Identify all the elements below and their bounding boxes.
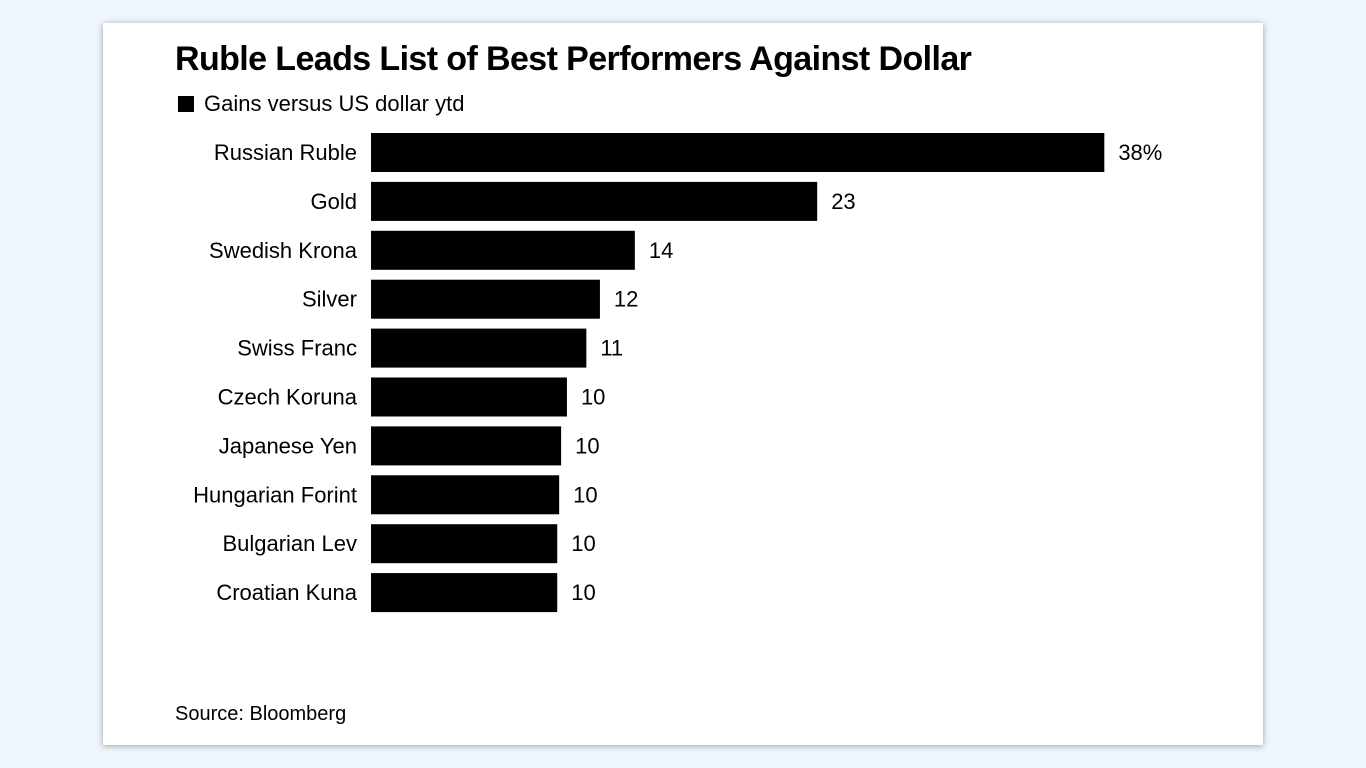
chart-title: Ruble Leads List of Best Performers Agai… [175, 40, 972, 78]
bar [371, 475, 560, 515]
bar [371, 279, 600, 319]
value-label: 38% [1118, 140, 1162, 165]
bar [371, 230, 635, 270]
bar [371, 377, 567, 417]
category-label: Swiss Franc [237, 336, 357, 361]
value-label: 11 [600, 336, 623, 361]
source-note: Source: Bloomberg [175, 703, 347, 725]
bar [371, 426, 562, 466]
category-label: Gold [311, 189, 357, 214]
category-label: Hungarian Forint [193, 482, 357, 507]
value-label: 12 [614, 287, 638, 312]
value-label: 10 [571, 531, 595, 556]
bar [371, 524, 558, 564]
legend: Gains versus US dollar ytd [178, 91, 464, 117]
category-label: Russian Ruble [214, 140, 357, 165]
value-label: 10 [581, 385, 605, 410]
legend-swatch [178, 96, 194, 112]
bar-chart: Russian Ruble 38% Gold 23 Swedish Krona 14 Sil… [193, 133, 1162, 613]
category-label: Japanese Yen [219, 433, 357, 458]
value-label: 14 [649, 238, 673, 263]
category-label: Czech Koruna [218, 385, 358, 410]
legend-label: Gains versus US dollar ytd [204, 91, 465, 116]
bar [371, 573, 558, 613]
value-label: 23 [831, 189, 855, 214]
bar [371, 133, 1105, 172]
category-label: Swedish Krona [209, 238, 358, 263]
value-label: 10 [571, 580, 595, 605]
chart-card: Ruble Leads List of Best Performers Agai… [103, 23, 1263, 745]
value-label: 10 [575, 433, 599, 458]
bar [371, 181, 818, 221]
value-label: 10 [573, 482, 597, 507]
category-label: Bulgarian Lev [222, 531, 357, 556]
category-label: Silver [302, 287, 357, 312]
category-label: Croatian Kuna [216, 580, 357, 605]
bar [371, 328, 587, 368]
